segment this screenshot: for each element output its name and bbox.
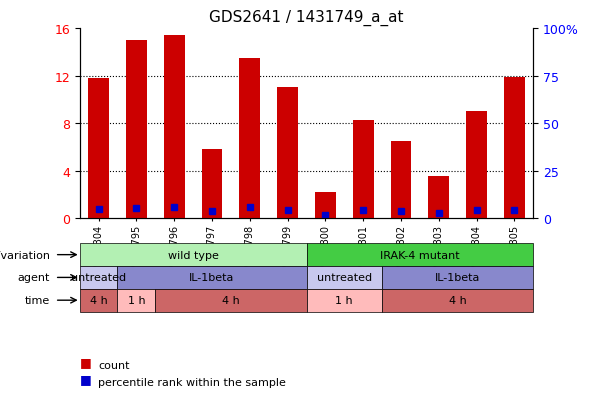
Bar: [80, 244, 306, 266]
Text: 4 h: 4 h: [89, 295, 107, 306]
Bar: [382, 266, 533, 289]
Bar: [80, 289, 118, 312]
Bar: [155, 289, 306, 312]
Bar: [80, 266, 118, 289]
Text: 4 h: 4 h: [222, 295, 240, 306]
Bar: [382, 289, 533, 312]
Text: genotype/variation: genotype/variation: [0, 250, 50, 260]
Text: untreated: untreated: [71, 273, 126, 283]
Bar: [277, 88, 298, 219]
Bar: [306, 289, 382, 312]
Bar: [164, 36, 185, 219]
Text: IL-1beta: IL-1beta: [435, 273, 481, 283]
Text: time: time: [25, 295, 50, 306]
Text: 1 h: 1 h: [335, 295, 353, 306]
Text: wild type: wild type: [168, 250, 218, 260]
Text: percentile rank within the sample: percentile rank within the sample: [98, 377, 286, 387]
Bar: [306, 266, 382, 289]
Text: 4 h: 4 h: [449, 295, 466, 306]
Bar: [315, 193, 336, 219]
Bar: [390, 142, 411, 219]
Bar: [240, 59, 260, 219]
Title: GDS2641 / 1431749_a_at: GDS2641 / 1431749_a_at: [209, 10, 404, 26]
Text: ■: ■: [80, 356, 91, 368]
Text: 1 h: 1 h: [128, 295, 145, 306]
Bar: [466, 112, 487, 219]
Bar: [306, 244, 533, 266]
Text: agent: agent: [18, 273, 50, 283]
Text: ■: ■: [80, 372, 91, 385]
Bar: [118, 289, 155, 312]
Text: IRAK-4 mutant: IRAK-4 mutant: [380, 250, 460, 260]
Text: IL-1beta: IL-1beta: [189, 273, 235, 283]
Bar: [118, 266, 306, 289]
Bar: [126, 41, 147, 219]
Bar: [353, 120, 373, 219]
Bar: [504, 78, 525, 219]
Text: untreated: untreated: [317, 273, 372, 283]
Text: count: count: [98, 361, 129, 370]
Bar: [202, 150, 223, 219]
Bar: [428, 176, 449, 219]
Bar: [88, 79, 109, 219]
